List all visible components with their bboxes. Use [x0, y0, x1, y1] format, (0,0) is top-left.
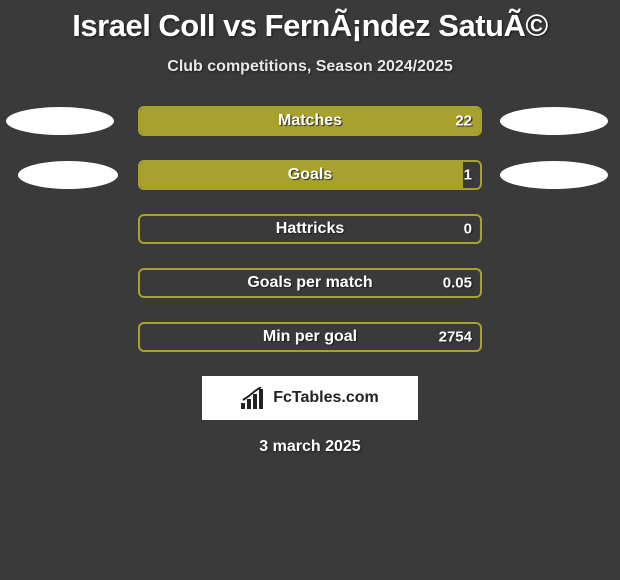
subtitle: Club competitions, Season 2024/2025 — [0, 58, 620, 76]
brand-suffix: Tables.com — [292, 389, 379, 406]
stat-bar: Matches 22 — [138, 106, 482, 136]
stat-bar: Min per goal 2754 — [138, 322, 482, 352]
stat-value: 2754 — [439, 329, 472, 346]
stat-label: Matches — [278, 112, 342, 130]
stat-row: Goals per match 0.05 — [0, 268, 620, 298]
stats-rows: Matches 22 Goals 1 Hattricks 0 Goals per… — [0, 106, 620, 352]
stats-infographic: Israel Coll vs FernÃ¡ndez SatuÃ© Club co… — [0, 0, 620, 580]
brand-prefix: Fc — [273, 389, 292, 406]
stat-label: Goals — [288, 166, 332, 184]
stat-row: Matches 22 — [0, 106, 620, 136]
right-ellipse — [500, 107, 608, 135]
right-ellipse — [500, 161, 608, 189]
stat-bar: Hattricks 0 — [138, 214, 482, 244]
stat-row: Min per goal 2754 — [0, 322, 620, 352]
stat-bar: Goals 1 — [138, 160, 482, 190]
stat-bar: Goals per match 0.05 — [138, 268, 482, 298]
date-label: 3 march 2025 — [0, 438, 620, 456]
stat-label: Min per goal — [263, 328, 357, 346]
stat-value: 22 — [455, 113, 472, 130]
stat-value: 0.05 — [443, 275, 472, 292]
stat-label: Goals per match — [247, 274, 372, 292]
stat-row: Goals 1 — [0, 160, 620, 190]
left-ellipse — [6, 107, 114, 135]
brand-text: FcTables.com — [273, 389, 379, 407]
left-ellipse — [18, 161, 118, 189]
stat-value: 1 — [464, 167, 472, 184]
stat-row: Hattricks 0 — [0, 214, 620, 244]
brand-box: FcTables.com — [202, 376, 418, 420]
stat-value: 0 — [464, 221, 472, 238]
chart-icon — [241, 387, 267, 409]
page-title: Israel Coll vs FernÃ¡ndez SatuÃ© — [0, 8, 620, 44]
stat-label: Hattricks — [276, 220, 344, 238]
